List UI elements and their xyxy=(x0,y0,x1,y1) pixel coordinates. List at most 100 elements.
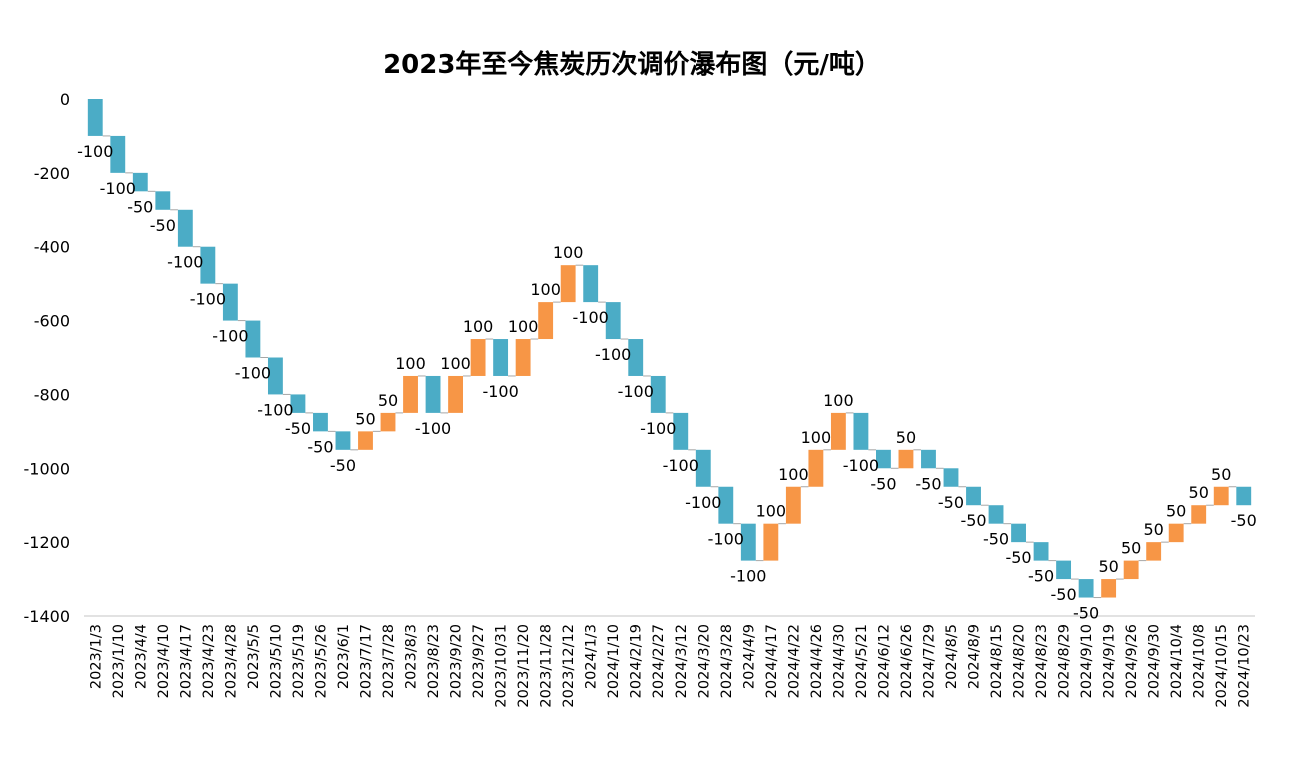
x-tick-label: 2023/10/31 xyxy=(494,624,510,708)
data-label: -100 xyxy=(190,290,226,309)
x-tick-label: 2024/7/29 xyxy=(921,624,937,698)
x-tick-label: 2024/4/22 xyxy=(786,624,802,698)
x-tick-label: 2024/2/27 xyxy=(651,624,667,698)
y-tick-label: -1000 xyxy=(24,459,71,478)
increase-bar xyxy=(448,375,463,413)
data-label: 50 xyxy=(1166,502,1186,521)
decrease-bar xyxy=(876,449,891,469)
x-tick-label: 2023/5/5 xyxy=(246,624,262,689)
x-tick-label: 2023/4/23 xyxy=(201,624,217,698)
x-tick-label: 2024/2/19 xyxy=(629,624,645,698)
x-tick-label: 2024/8/15 xyxy=(989,624,1005,698)
y-tick-label: -400 xyxy=(34,238,70,257)
decrease-bar xyxy=(1078,579,1094,598)
decrease-bar xyxy=(605,302,621,340)
data-label: 50 xyxy=(1121,539,1141,558)
data-label: -100 xyxy=(167,253,203,272)
data-label: -50 xyxy=(870,474,896,493)
decrease-bar xyxy=(200,246,216,284)
decrease-bar xyxy=(425,375,441,413)
decrease-bar xyxy=(628,339,644,376)
data-label: 100 xyxy=(440,354,471,373)
x-tick-label: 2024/10/15 xyxy=(1214,624,1230,708)
data-label: -50 xyxy=(1231,511,1257,530)
decrease-bar xyxy=(1011,523,1026,543)
data-label: -50 xyxy=(983,530,1009,549)
y-tick-label: 0 xyxy=(60,90,70,109)
data-label: 50 xyxy=(1098,557,1118,576)
x-tick-label: 2024/4/30 xyxy=(831,624,847,698)
x-tick-label: 2023/4/17 xyxy=(178,624,194,698)
increase-bar xyxy=(1101,579,1117,598)
decrease-bar xyxy=(155,191,171,210)
x-tick-label: 2024/8/5 xyxy=(944,624,960,689)
x-tick-label: 2024/4/9 xyxy=(741,624,757,689)
increase-bar xyxy=(470,339,486,376)
data-label: -100 xyxy=(100,179,136,198)
x-tick-label: 2024/10/8 xyxy=(1192,624,1208,698)
decrease-bar xyxy=(921,449,936,469)
decrease-bar xyxy=(943,468,959,487)
x-tick-label: 2024/1/10 xyxy=(606,624,622,698)
x-tick-label: 2023/8/23 xyxy=(426,624,442,698)
data-label: -100 xyxy=(663,456,699,475)
x-tick-label: 2024/9/30 xyxy=(1147,624,1163,698)
data-label: 100 xyxy=(395,354,426,373)
x-tick-label: 2023/12/12 xyxy=(561,624,577,708)
bars xyxy=(87,99,1252,598)
y-tick-label: -1400 xyxy=(24,607,71,626)
decrease-bar xyxy=(718,486,734,524)
data-label: 100 xyxy=(508,317,539,336)
decrease-bar xyxy=(132,172,148,192)
decrease-bar xyxy=(110,135,126,173)
x-tick-label: 2024/5/21 xyxy=(854,624,870,698)
x-tick-label: 2024/8/29 xyxy=(1057,624,1073,698)
increase-bar xyxy=(1123,560,1139,580)
data-label: -100 xyxy=(595,345,631,364)
y-axis: 0 -200 -400 -600 -800 -1000 -1200 -1400 xyxy=(24,90,71,626)
x-tick-label: 2024/9/10 xyxy=(1079,624,1095,698)
data-label: -100 xyxy=(618,382,654,401)
data-label: 100 xyxy=(778,465,809,484)
x-tick-label: 2023/7/28 xyxy=(381,624,397,698)
decrease-bar xyxy=(335,431,351,450)
data-label: 100 xyxy=(756,502,787,521)
increase-bar xyxy=(785,486,801,524)
decrease-bar xyxy=(1056,560,1072,580)
data-label: -100 xyxy=(235,364,271,383)
data-label: -100 xyxy=(482,382,518,401)
increase-bar xyxy=(808,449,824,487)
increase-bar xyxy=(515,339,531,376)
decrease-bar xyxy=(583,265,599,303)
increase-bar xyxy=(380,412,396,432)
x-tick-label: 2023/5/10 xyxy=(268,624,284,698)
data-label: -50 xyxy=(127,197,153,216)
data-label: -100 xyxy=(573,308,609,327)
decrease-bar xyxy=(988,505,1004,524)
x-tick-label: 2023/1/10 xyxy=(111,624,127,698)
chart-title: 2023年至今焦炭历次调价瀑布图（元/吨） xyxy=(383,50,881,80)
x-tick-label: 2023/4/10 xyxy=(156,624,172,698)
data-label: -50 xyxy=(307,437,333,456)
data-label: -100 xyxy=(257,400,293,419)
data-label: -50 xyxy=(1028,567,1054,586)
data-label: -100 xyxy=(685,493,721,512)
data-label: -50 xyxy=(1005,548,1031,567)
decrease-bar xyxy=(87,99,103,136)
x-tick-label: 2023/11/28 xyxy=(539,624,555,708)
data-label: -50 xyxy=(1073,604,1099,623)
x-tick-label: 2024/3/20 xyxy=(696,624,712,698)
increase-bar xyxy=(830,412,846,450)
x-tick-label: 2023/9/27 xyxy=(471,624,487,698)
decrease-bar xyxy=(695,449,711,487)
data-label: -50 xyxy=(150,216,176,235)
x-tick-label: 2023/8/3 xyxy=(404,624,420,689)
decrease-bar xyxy=(222,283,238,321)
y-tick-label: -800 xyxy=(34,385,70,404)
decrease-bar xyxy=(966,486,981,506)
y-tick-label: -200 xyxy=(34,164,70,183)
x-tick-label: 2024/8/20 xyxy=(1012,624,1028,698)
x-tick-label: 2023/4/28 xyxy=(223,624,239,698)
data-label: 50 xyxy=(1189,483,1209,502)
